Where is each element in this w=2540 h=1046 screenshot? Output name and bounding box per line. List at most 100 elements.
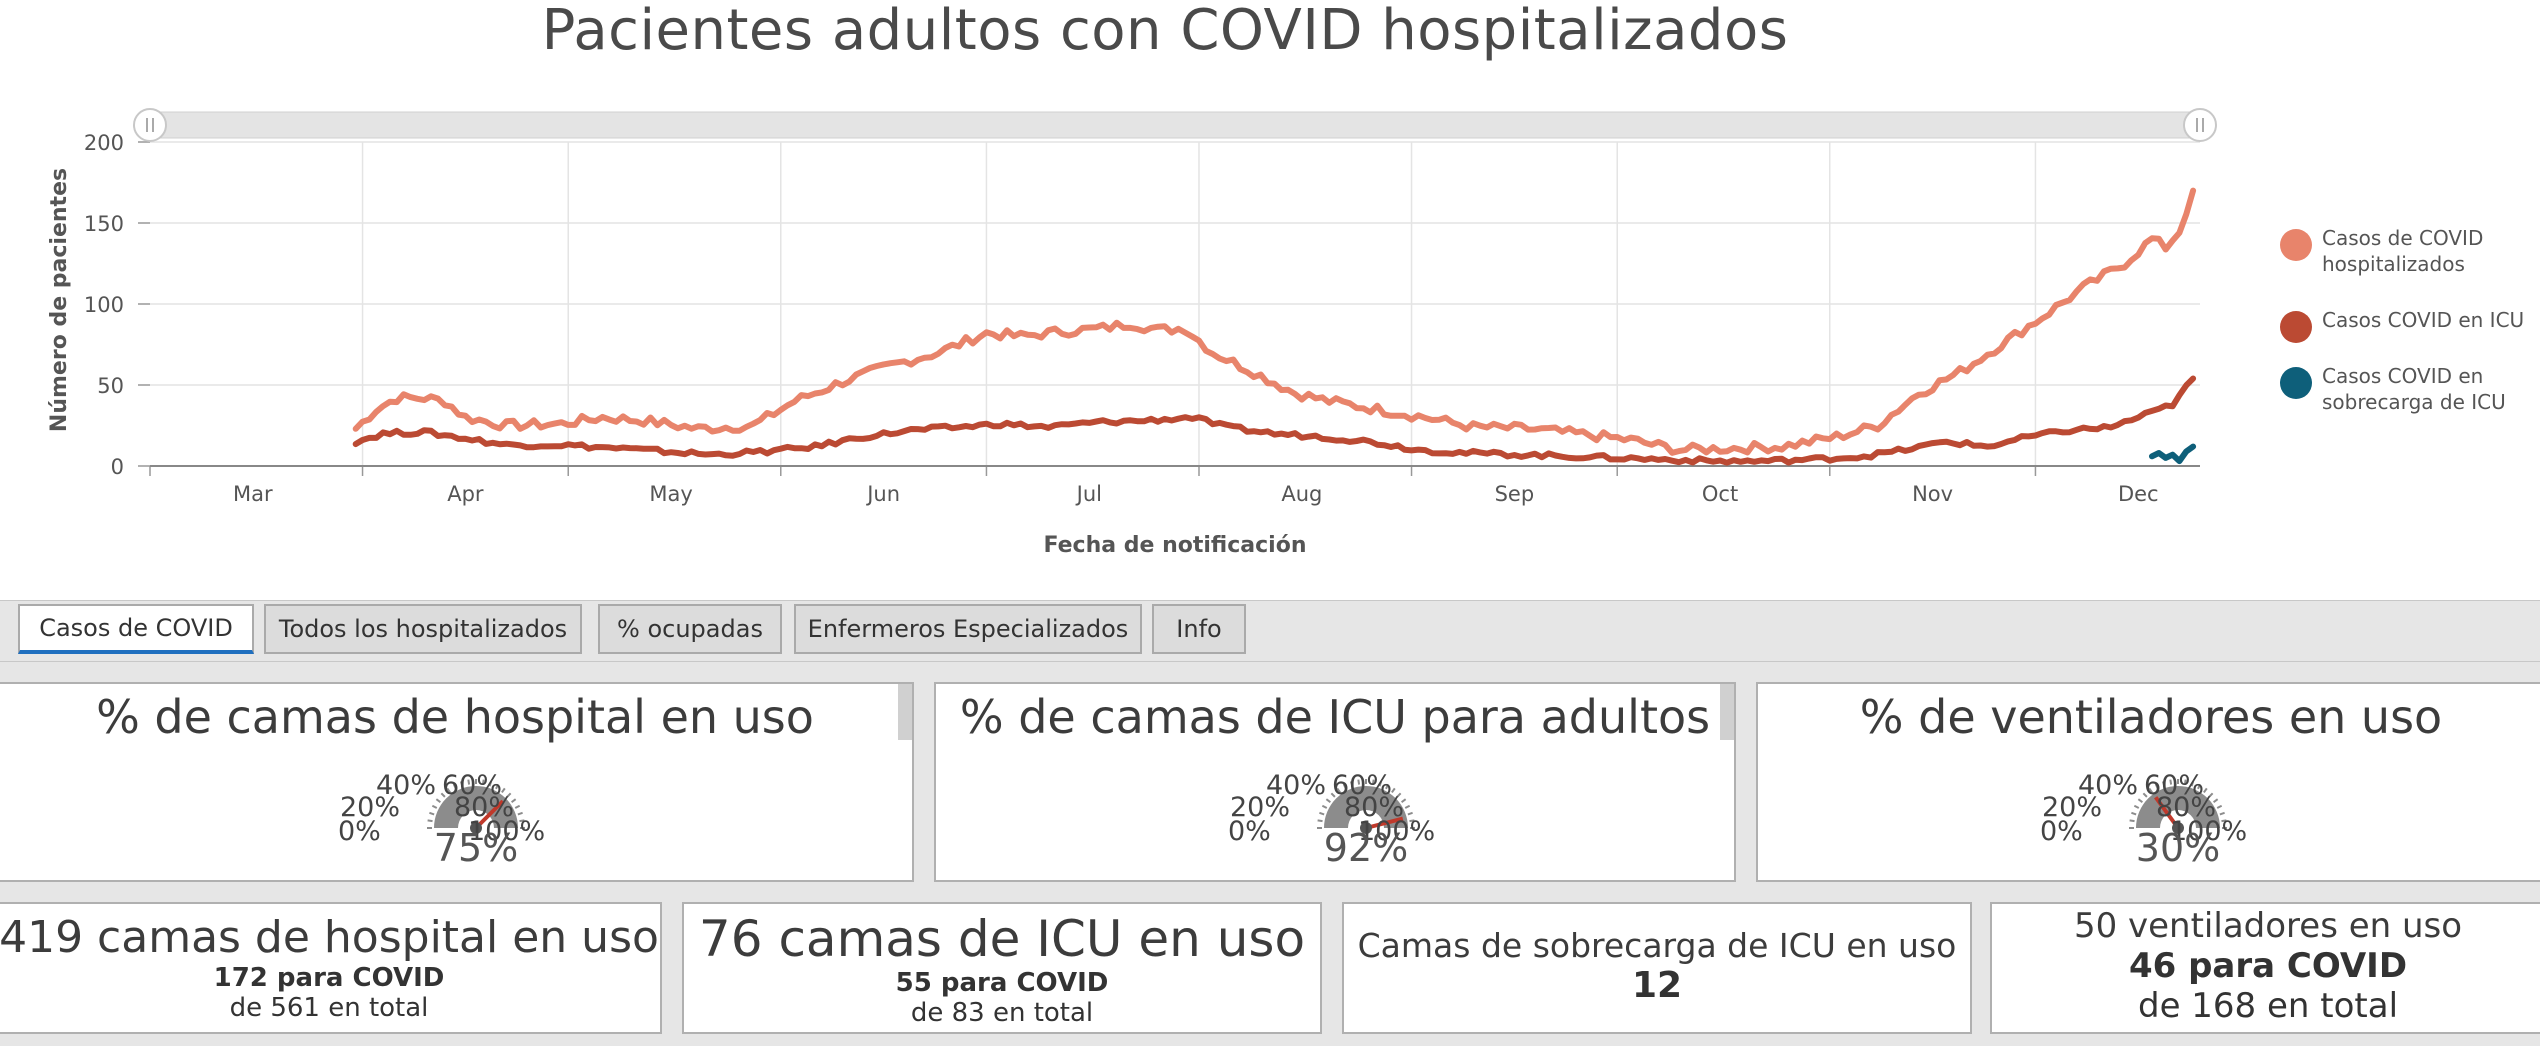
series-line-1	[352, 187, 2197, 456]
gauge-tick	[446, 787, 451, 793]
gauge-scale-label: 100%	[1358, 816, 1436, 847]
gauge-scale-label: 100%	[2170, 816, 2248, 847]
legend-swatch	[2280, 229, 2312, 261]
gauge-tick	[1336, 787, 1341, 793]
gauge-hub	[1360, 822, 1372, 834]
gauge-tick	[2133, 804, 2140, 809]
range-slider-handle-left[interactable]	[133, 108, 167, 142]
gauge-tick	[429, 811, 435, 816]
icu-beds-stat: 76 camas de ICU en uso 55 para COVID de …	[682, 902, 1322, 1034]
x-tick-label: May	[649, 482, 692, 506]
legend-item-sobrecarga[interactable]: Casos COVID en sobrecarga de ICU	[2278, 363, 2528, 415]
y-axis-label: Número de pacientes	[47, 168, 72, 432]
gauge-tick	[2131, 811, 2137, 816]
legend-item-hospitalizados[interactable]: Casos de COVID hospitalizados	[2278, 225, 2528, 277]
scrollbar[interactable]	[898, 684, 912, 740]
gauge-scale-label: 80%	[1344, 792, 1405, 823]
chart-grid	[138, 141, 2200, 476]
tab-info[interactable]: Info	[1152, 604, 1246, 654]
gauge-tick	[2197, 783, 2202, 790]
x-tick-label: Aug	[1281, 482, 1322, 506]
gauge-tick	[1385, 783, 1390, 790]
page-title: Pacientes adultos con COVID hospitalizad…	[541, 0, 1789, 63]
gauge-tick	[514, 804, 521, 809]
gauge-tick	[1349, 781, 1354, 787]
gauge-scale-label: 0%	[338, 816, 381, 847]
gauge-dial	[2129, 779, 2227, 834]
gauge-tick	[1404, 804, 1411, 809]
gauge-value: 30%	[2135, 826, 2221, 870]
hospital-beds-gauge: 0% 20% 40% 60% 80% 100% 75%	[338, 734, 606, 870]
gauge-tick	[2183, 779, 2187, 785]
gauge-tick	[2219, 811, 2225, 816]
y-tick-label: 150	[84, 212, 124, 236]
gauge-value: 92%	[1323, 826, 1409, 870]
gauge-tick	[1357, 779, 1361, 785]
stat-value: 12	[1631, 965, 1683, 1006]
legend-label: Casos COVID en ICU	[2322, 308, 2525, 332]
x-tick-label: Oct	[1702, 482, 1738, 506]
tab-ocupadas[interactable]: % ocupadas	[598, 604, 782, 654]
stat-covid: 46 para COVID	[2128, 946, 2408, 986]
stat-main: Camas de sobrecarga de ICU en uso	[1357, 926, 1957, 965]
legend-swatch	[2280, 367, 2312, 399]
gauge-tick	[2148, 787, 2153, 793]
stat-total: de 561 en total	[229, 993, 429, 1023]
legend-item-icu[interactable]: Casos COVID en ICU	[2278, 307, 2528, 343]
stat-total: de 168 en total	[2137, 986, 2399, 1026]
range-slider-track[interactable]	[149, 111, 2201, 139]
y-tick-label: 100	[84, 293, 124, 317]
tab-enfermeros[interactable]: Enfermeros Especializados	[794, 604, 1142, 654]
hospital-beds-stat: 419 camas de hospital en uso 172 para CO…	[0, 902, 662, 1034]
gauge-tick	[2142, 792, 2148, 798]
gauge-tick	[1396, 792, 1402, 798]
gauge-tick	[1330, 792, 1336, 798]
line-chart: 0 50 100 150 200 Mar Apr May Jun Jul Aug Sep Oct Nov…	[47, 108, 2217, 558]
gauge-tick	[1409, 819, 1415, 823]
gauge-tick	[1378, 781, 1383, 787]
gauge-needle	[474, 799, 505, 830]
ventilators-stat: 50 ventiladores en uso 46 para COVID de …	[1990, 902, 2540, 1034]
icu-beds-gauge: 0% 20% 40% 60% 80% 100% 92%	[1228, 734, 1496, 870]
x-tick-label: Jun	[865, 482, 900, 506]
ventilators-gauge: 0% 20% 40% 60% 80% 100% 30%	[2040, 734, 2308, 870]
gauge-tick	[1317, 819, 1323, 823]
gauge-tick	[2129, 819, 2135, 823]
gauge-tick	[519, 819, 525, 823]
gauge-tick	[488, 781, 493, 787]
gauge-tick	[2154, 783, 2159, 790]
scrollbar[interactable]	[1720, 684, 1734, 740]
gauge-value: 75%	[433, 826, 519, 870]
stat-main: 419 camas de hospital en uso	[0, 912, 659, 963]
range-slider-handle-right[interactable]	[2183, 108, 2217, 142]
stat-total: de 83 en total	[910, 998, 1094, 1028]
legend-label: Casos de COVID hospitalizados	[2322, 226, 2484, 276]
gauge-tick	[506, 792, 512, 798]
gauge-tick	[2221, 819, 2227, 823]
tab-casos-covid[interactable]: Casos de COVID	[18, 604, 254, 654]
gauge-title: % de camas de ICU para adultos	[959, 690, 1711, 744]
chart-legend: Casos de COVID hospitalizados Casos COVI…	[2278, 225, 2528, 445]
gauge-scale-label: 60%	[442, 770, 503, 801]
gauge-title: % de ventiladores en uso	[1859, 690, 2443, 744]
gauge-scale-label: 0%	[2040, 816, 2083, 847]
gauge-hub	[2172, 822, 2184, 834]
gauge-tick	[1371, 779, 1375, 785]
tab-todos-hospitalizados[interactable]: Todos los hospitalizados	[264, 604, 582, 654]
gauge-tick	[452, 783, 457, 790]
y-tick-label: 50	[97, 374, 124, 398]
tab-bar: Casos de COVID Todos los hospitalizados …	[0, 600, 2540, 662]
gauge-needle	[1365, 816, 1404, 830]
gauge-scale-label: 40%	[376, 770, 437, 801]
y-tick-label: 200	[84, 131, 124, 155]
stat-covid: 172 para COVID	[213, 963, 445, 993]
gauge-scale-label: 100%	[468, 816, 546, 847]
x-axis-label: Fecha de notificación	[1044, 533, 1307, 558]
gauge-tick	[2161, 781, 2166, 787]
gauge-tick	[1342, 783, 1347, 790]
icu-beds-gauge-card: % de camas de ICU para adultos 0% 20% 40% 6…	[934, 682, 1736, 882]
gauge-dial	[1317, 779, 1415, 834]
gauge-dial	[427, 779, 525, 834]
stat-main: 50 ventiladores en uso	[2073, 906, 2463, 946]
gauge-tick	[2190, 781, 2195, 787]
